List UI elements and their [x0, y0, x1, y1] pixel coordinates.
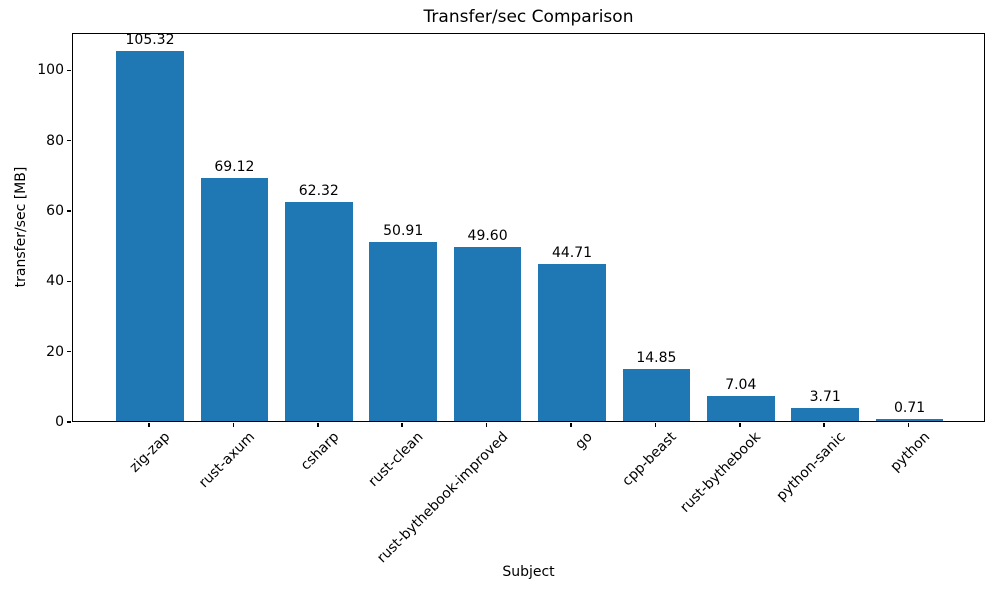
y-tick-label: 40 — [46, 273, 64, 290]
y-tick-label: 100 — [37, 62, 64, 79]
bar — [453, 246, 522, 421]
x-tick-mark — [148, 423, 150, 427]
bar-value-label: 50.91 — [383, 222, 424, 239]
bar — [707, 396, 775, 421]
y-tick-label: 60 — [46, 202, 64, 219]
y-tick-mark — [67, 210, 71, 212]
x-tick-label: rust-bythebook — [677, 429, 765, 516]
y-tick-mark — [67, 280, 71, 283]
x-tick-mark — [232, 423, 235, 427]
plot-area: 105.32 69.12 62.32 50.91 49.60 44.71 14.85 7.04… — [72, 31, 985, 422]
x-tick-mark — [907, 423, 910, 427]
bar-value-label: 105.32 — [125, 31, 175, 48]
y-tick-label: 80 — [46, 132, 64, 149]
x-tick-label: cpp-beast — [619, 429, 680, 490]
y-tick-label: 0 — [55, 414, 64, 430]
y-tick-mark — [67, 350, 71, 353]
bar — [200, 177, 269, 421]
x-tick-label: python-sanic — [773, 429, 849, 505]
y-tick-label: 20 — [46, 343, 64, 360]
bar — [538, 263, 606, 421]
y-tick-mark — [67, 69, 71, 72]
x-tick-mark — [485, 423, 488, 427]
bar — [622, 368, 691, 421]
bar-value-label: 62.32 — [298, 182, 339, 199]
x-tick-label: go — [571, 429, 596, 453]
x-tick-label: rust-clean — [365, 429, 427, 490]
bar-value-label: 49.60 — [467, 227, 508, 244]
bar — [285, 201, 353, 421]
y-tick-mark — [67, 139, 71, 142]
bar-value-label: 44.71 — [551, 244, 593, 261]
x-tick-mark — [570, 423, 572, 427]
y-axis-label: transfer/sec [MB] — [13, 166, 29, 288]
chart-title: Transfer/sec Comparison — [423, 7, 634, 27]
y-tick-mark — [67, 421, 71, 423]
x-tick-mark — [823, 423, 825, 427]
x-tick-mark — [401, 423, 403, 427]
x-tick-mark — [317, 423, 319, 427]
bar — [875, 418, 944, 421]
x-tick-label: csharp — [297, 429, 343, 474]
x-tick-mark — [739, 423, 741, 427]
bar-value-label: 69.12 — [214, 158, 255, 175]
x-axis-label: Subject — [502, 564, 555, 580]
bar — [369, 241, 437, 421]
bar-value-label: 14.85 — [636, 349, 677, 366]
bar — [791, 407, 859, 421]
bar — [116, 50, 184, 421]
bar-value-label: 3.71 — [809, 388, 841, 405]
bar-value-label: 0.71 — [894, 399, 926, 416]
x-tick-mark — [654, 423, 657, 427]
x-tick-label: zig-zap — [126, 429, 174, 476]
x-tick-label: python — [886, 429, 933, 475]
bar-value-label: 7.04 — [725, 377, 757, 394]
x-tick-label: rust-axum — [195, 429, 258, 492]
